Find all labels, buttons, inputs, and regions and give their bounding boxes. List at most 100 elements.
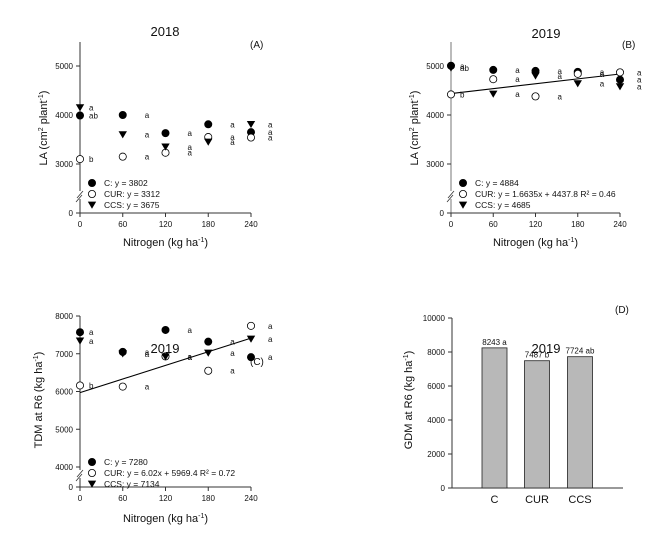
panel-a-la-2018: 2018 (A) 0 3000 4000 5000 0 60 120 180 240 Nitrogen…: [38, 24, 273, 249]
panel-b-significance-letter: a: [515, 90, 520, 99]
panel-d-y-tick-label: 8000: [427, 348, 445, 357]
panel-c-significance-letter: a: [268, 322, 273, 331]
y-axis-label-sup: -1: [403, 354, 410, 360]
panel-c-y-tick-label: 8000: [55, 312, 73, 321]
panel-b-significance-letter: a: [600, 70, 605, 79]
panel-b-la-2019: 2019 (B) 0 3000 4000 5000 0 60 120 180 240 Nitrogen…: [409, 26, 642, 249]
panel-c-point-c: [161, 325, 170, 334]
panel-d-y-tick-label: 6000: [427, 382, 445, 391]
y-axis-label-mid: plant: [409, 100, 421, 127]
panel-b-y-tick-label: 0: [440, 209, 445, 218]
panel-c-legend-entry: C: y = 7280: [104, 457, 148, 467]
panel-c-legend-entry: CCS: y = 7134: [104, 479, 160, 489]
panel-b-point-cur: [616, 68, 625, 77]
panel-d-bar-c: [481, 347, 508, 489]
y-axis-label-sup: 2: [38, 127, 45, 131]
panel-a-significance-letter: a: [268, 134, 273, 143]
panel-b-significance-letter: a: [558, 67, 563, 76]
panel-a-significance-letter: a: [188, 143, 193, 152]
panel-c-x-tick-label: 180: [202, 494, 216, 503]
panel-a-x-tick-label: 120: [159, 220, 173, 229]
panel-b-point-ccs: [489, 90, 498, 98]
panel-b-significance-letter: a: [460, 62, 465, 71]
panel-b-point-ccs: [446, 64, 456, 72]
panel-a-point-ccs: [161, 143, 170, 151]
panel-c-x-tick-label: 0: [78, 494, 83, 503]
panel-c-significance-letter: a: [145, 348, 150, 357]
panel-c-point-cur: [76, 381, 85, 390]
panel-b-point-c: [489, 65, 498, 74]
panel-b-x-tick-label: 120: [529, 220, 543, 229]
panel-a-significance-letter: a: [268, 128, 273, 137]
panel-a-significance-letter: a: [230, 138, 235, 147]
panel-a-x-axis-label: Nitrogen (kg ha-1): [123, 237, 208, 249]
panel-c-point-cur: [246, 321, 255, 330]
panel-c-point-ccs: [204, 349, 213, 357]
y-axis-label-text: GDM at R6 (kg ha: [403, 360, 415, 450]
panel-a-y-axis-label: LA (cm2 plant-1): [38, 91, 50, 166]
panel-c-tdm-2019: 2019 (C) 0 4000 5000 6000 7000 8000 0 60 120 180 240…: [33, 312, 273, 525]
panel-c-significance-letter: a: [188, 353, 193, 362]
panel-a-point-ccs: [204, 138, 213, 146]
panel-a-legend-marker-ccs: [87, 201, 97, 209]
y-axis-label-end: ): [409, 91, 421, 95]
panel-a-legend-entry: CUR: y = 3312: [104, 189, 160, 199]
panel-c-y-tick-label: 5000: [55, 425, 73, 434]
panel-b-significance-letter: a: [637, 76, 642, 85]
y-axis-label-end: ): [403, 351, 415, 355]
panel-c-axis-break-mark: [76, 469, 84, 478]
panel-d-x-tick-label: CUR: [525, 494, 549, 506]
panel-c-significance-letter: b: [89, 381, 94, 390]
y-axis-label-sup: -1: [38, 94, 45, 100]
panel-c-legend-entry: CUR: y = 6.02x + 5969.4 R² = 0.72: [104, 468, 235, 478]
panel-b-point-cur: [531, 92, 540, 101]
panel-a-axis-break-mark: [75, 194, 83, 203]
panel-b-significance-letter: b: [460, 90, 465, 99]
x-axis-label-sup: -1: [568, 237, 574, 244]
panel-c-y-tick-label: 0: [69, 483, 74, 492]
panel-c-significance-letter: a: [268, 353, 273, 362]
y-axis-label-sup: -1: [409, 94, 416, 100]
panel-a-significance-letter: a: [188, 129, 193, 138]
panel-c-legend-marker-cur: [88, 468, 97, 477]
panel-c-axis-break-mark: [75, 473, 83, 482]
panel-c-significance-letter: a: [145, 350, 150, 359]
panel-b-legend-entry: CCS: y = 4685: [475, 200, 531, 210]
x-axis-label-sup: -1: [198, 513, 204, 520]
panel-c-point-ccs: [161, 353, 170, 361]
panel-c-x-tick-label: 240: [244, 494, 258, 503]
panel-a-significance-letter: a: [145, 131, 150, 140]
panel-c-significance-letter: a: [230, 338, 235, 347]
y-axis-label-text: LA (cm: [409, 131, 421, 165]
panel-b-x-tick-label: 240: [613, 220, 627, 229]
panel-a-significance-letter: a: [145, 153, 150, 162]
panel-d-gdm-2019: 2019 (D) 0 2000 4000 6000 8000 10000 8243 a C 7487…: [403, 305, 629, 506]
panel-b-point-cur: [489, 75, 498, 84]
panel-c-significance-letter: a: [188, 352, 193, 361]
x-axis-label-text: Nitrogen (kg ha: [493, 237, 569, 249]
panel-a-significance-letter: a: [230, 120, 235, 129]
y-axis-label-end: ): [38, 91, 50, 95]
panel-b-x-tick-label: 60: [489, 220, 498, 229]
panel-c-panel-label: (C): [250, 357, 264, 368]
panel-c-legend-marker-c: [88, 457, 97, 466]
panel-a-significance-letter: b: [89, 155, 94, 164]
panel-c-point-c: [204, 337, 213, 346]
panel-a-y-tick-label: 4000: [55, 111, 73, 120]
panel-b-significance-letter: a: [515, 66, 520, 75]
panel-b-significance-letter: a: [558, 92, 563, 101]
x-axis-label-end: ): [574, 237, 578, 249]
panel-b-point-cur: [446, 90, 455, 99]
x-axis-label-text: Nitrogen (kg ha: [123, 237, 199, 249]
panel-a-point-c: [76, 111, 85, 120]
panel-a-significance-letter: a: [230, 133, 235, 142]
panel-d-bar-ccs: [567, 356, 593, 489]
panel-a-point-c: [161, 129, 170, 138]
panel-c-significance-letter: a: [188, 326, 193, 335]
panel-a-point-ccs: [75, 104, 85, 112]
panel-d-x-tick-label: C: [491, 494, 499, 506]
y-axis-label-text: TDM at R6 (kg ha: [33, 361, 45, 449]
panel-a-point-c: [118, 111, 127, 120]
panel-c-point-ccs: [246, 335, 256, 343]
panel-c-x-tick-label: 120: [159, 494, 173, 503]
